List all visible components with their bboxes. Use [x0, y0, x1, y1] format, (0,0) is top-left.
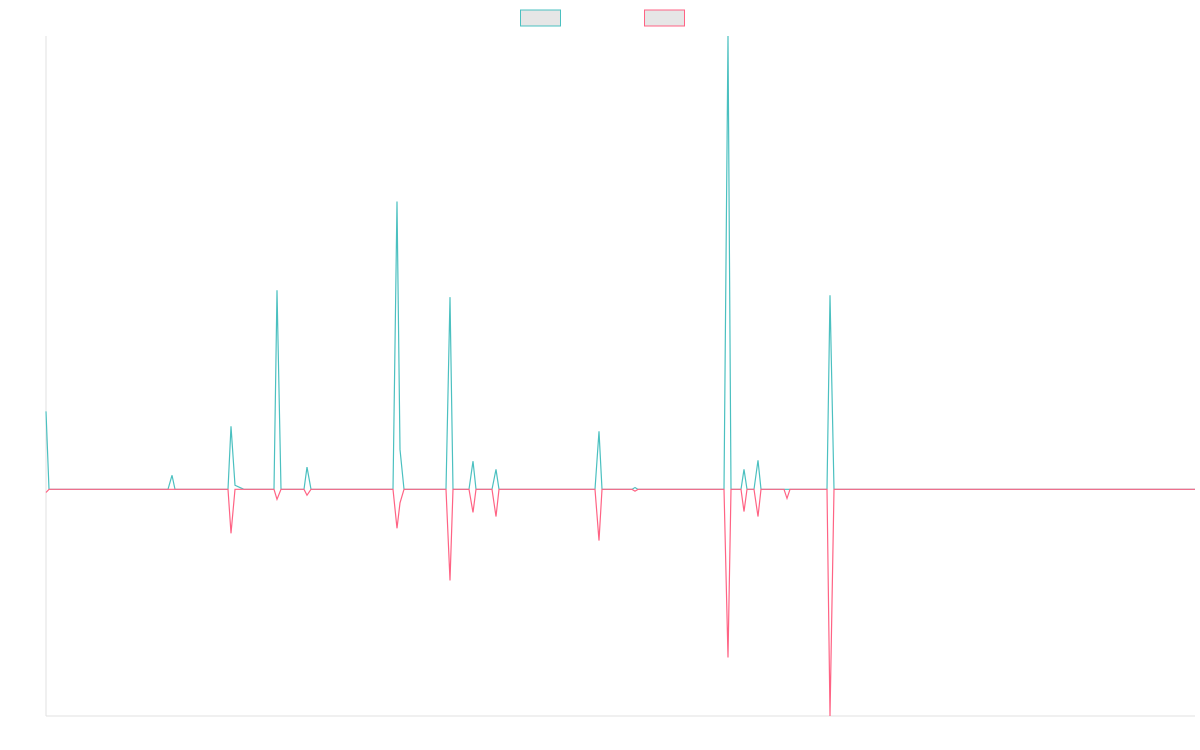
series-line: [45, 488, 1195, 717]
plot-area: [45, 35, 1195, 717]
legend-swatch: [520, 9, 561, 27]
series-line: [45, 35, 1195, 490]
legend-swatch: [644, 9, 685, 27]
legend: [520, 9, 685, 27]
